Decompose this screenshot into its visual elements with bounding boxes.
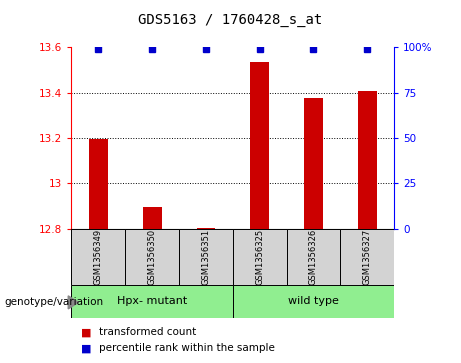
Bar [125, 229, 179, 285]
Bar [196, 228, 215, 229]
Text: GSM1356325: GSM1356325 [255, 229, 264, 285]
Text: percentile rank within the sample: percentile rank within the sample [99, 343, 275, 354]
Bar [358, 91, 377, 229]
Text: GSM1356350: GSM1356350 [148, 229, 157, 285]
Text: GSM1356327: GSM1356327 [363, 229, 372, 285]
Bar [89, 139, 108, 229]
Bar [233, 285, 394, 318]
Bar [304, 98, 323, 229]
Text: GDS5163 / 1760428_s_at: GDS5163 / 1760428_s_at [138, 13, 323, 27]
Text: ■: ■ [81, 327, 91, 337]
Text: genotype/variation: genotype/variation [5, 297, 104, 307]
Text: Hpx- mutant: Hpx- mutant [117, 296, 187, 306]
Text: GSM1356349: GSM1356349 [94, 229, 103, 285]
Polygon shape [68, 296, 78, 309]
Text: GSM1356326: GSM1356326 [309, 229, 318, 285]
Text: wild type: wild type [288, 296, 339, 306]
Bar [71, 229, 125, 285]
Bar [340, 229, 394, 285]
Bar [143, 207, 161, 229]
Bar [233, 229, 287, 285]
Bar [287, 229, 340, 285]
Text: ■: ■ [81, 343, 91, 354]
Bar [179, 229, 233, 285]
Text: GSM1356351: GSM1356351 [201, 229, 210, 285]
Text: transformed count: transformed count [99, 327, 196, 337]
Bar [71, 285, 233, 318]
Bar [250, 62, 269, 229]
